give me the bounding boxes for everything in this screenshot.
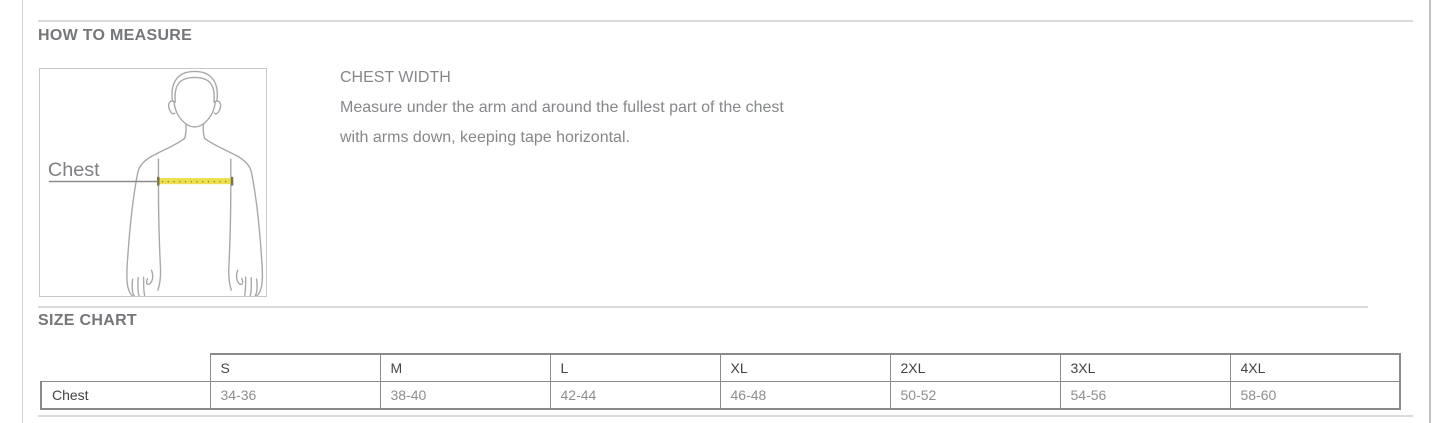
chest-value-cell: 46-48: [719, 381, 891, 410]
top-divider: [38, 20, 1413, 22]
size-column-header: XL: [719, 353, 891, 382]
size-chart-table: S M L XL 2XL 3XL 4XL Chest 34-36 38-40 4…: [40, 353, 1401, 410]
chest-value-cell: 58-60: [1229, 381, 1401, 410]
size-column-header: 3XL: [1059, 353, 1231, 382]
section-divider: [38, 306, 1368, 308]
body-outline-icon: Chest: [48, 70, 264, 297]
size-chart-corner-cell: [41, 354, 210, 382]
instruction-line-1: Measure under the arm and around the ful…: [340, 99, 784, 116]
table-row-chest: Chest 34-36 38-40 42-44 46-48 50-52 54-5…: [40, 381, 1401, 410]
chest-value-cell: 38-40: [379, 381, 551, 410]
size-column-header: M: [379, 353, 551, 382]
page-left-border: [22, 0, 23, 423]
chest-diagram-label: Chest: [48, 159, 100, 181]
measurement-diagram: Chest: [39, 68, 267, 297]
measurement-name: CHEST WIDTH: [340, 69, 451, 86]
page-right-border: [1429, 0, 1431, 423]
size-chart-header-row: S M L XL 2XL 3XL 4XL: [41, 353, 1401, 382]
size-column-header: 2XL: [889, 353, 1061, 382]
how-to-measure-title: HOW TO MEASURE: [38, 27, 193, 44]
size-column-header: S: [209, 353, 381, 382]
chest-value-cell: 54-56: [1059, 381, 1231, 410]
size-chart-title: SIZE CHART: [38, 312, 137, 329]
size-column-header: 4XL: [1229, 353, 1401, 382]
row-label-chest: Chest: [40, 381, 211, 410]
hair-icon: [171, 70, 218, 103]
chest-value-cell: 42-44: [549, 381, 721, 410]
tape-measure-highlight: [156, 176, 234, 186]
chest-value-cell: 34-36: [209, 381, 381, 410]
size-column-header: L: [549, 353, 721, 382]
instruction-line-2: with arms down, keeping tape horizontal.: [340, 129, 630, 146]
bottom-divider: [38, 415, 1413, 417]
chest-value-cell: 50-52: [889, 381, 1061, 410]
measurement-instruction: CHEST WIDTH Measure under the arm and ar…: [340, 63, 900, 153]
